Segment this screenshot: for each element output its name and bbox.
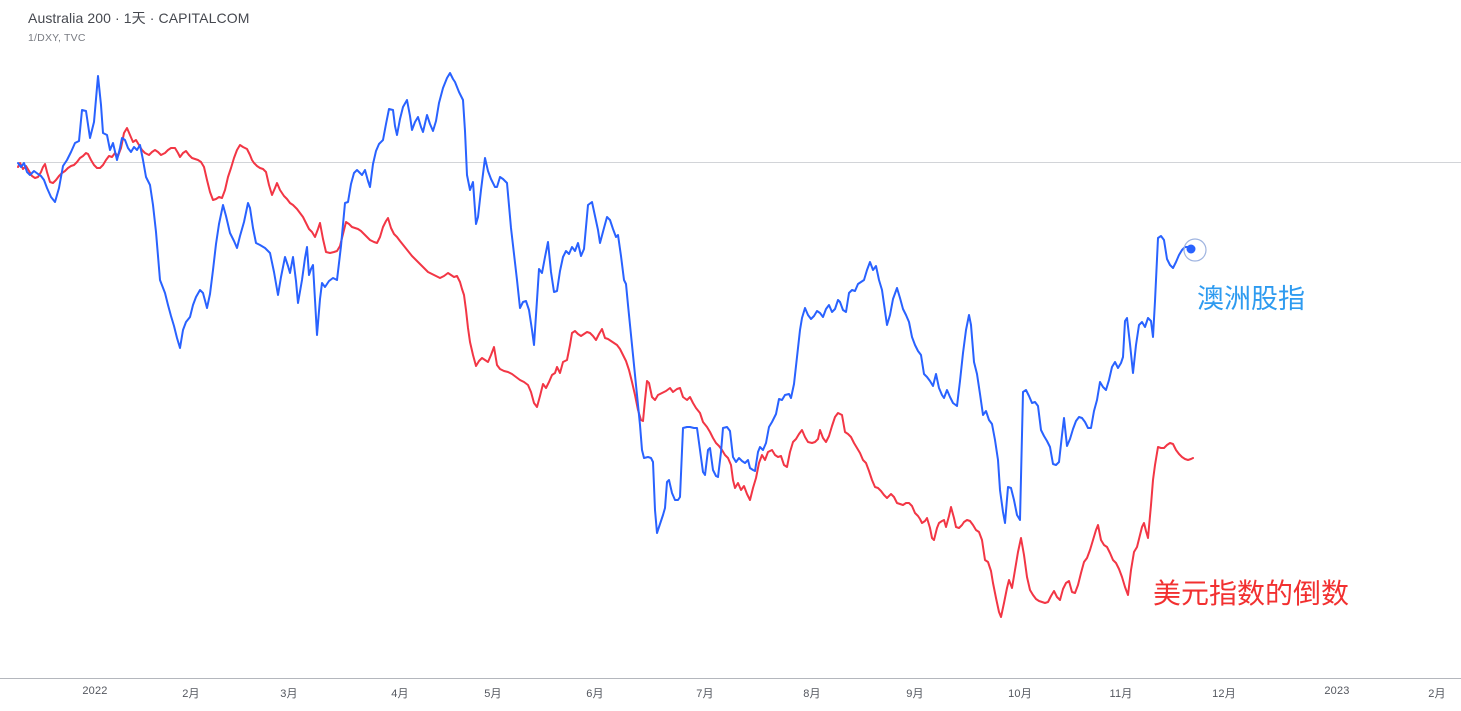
last-point-ring [1183,238,1207,262]
x-axis-label: 8月 [803,688,821,700]
x-axis-label: 7月 [696,688,714,700]
x-axis-label: 3月 [280,688,298,700]
x-axis-label: 10月 [1008,688,1032,700]
last-point-dot [1186,244,1196,254]
series-line-australia-200[interactable] [17,72,1192,534]
series-line-inverse-dxy[interactable] [17,127,1194,618]
time-axis[interactable]: 2022 2月 3月 4月 5月 6月 7月 8月 9月 10月 11月 12月 2023 2月 [0,678,1461,711]
x-axis-label: 2月 [1428,688,1446,700]
x-axis-label: 6月 [586,688,604,700]
x-axis-label: 2022 [82,685,108,697]
x-axis-label: 9月 [906,688,924,700]
x-axis-label: 2月 [182,688,200,700]
x-axis-label: 4月 [391,688,409,700]
symbol-title[interactable]: Australia 200 · 1天 · CAPITALCOM [28,10,250,26]
chart-legend: Australia 200 · 1天 · CAPITALCOM 1/DXY, T… [28,10,249,45]
compare-symbol-subtitle[interactable]: 1/DXY, TVC [28,31,86,44]
x-axis-label: 5月 [484,688,502,700]
blue-series-text-label[interactable]: 澳洲股指 [1197,284,1305,314]
red-series-text-label[interactable]: 美元指数的倒数 [1153,578,1350,609]
x-axis-label: 12月 [1212,688,1236,700]
x-axis-label: 11月 [1109,688,1133,700]
x-axis-label: 2023 [1324,685,1350,697]
